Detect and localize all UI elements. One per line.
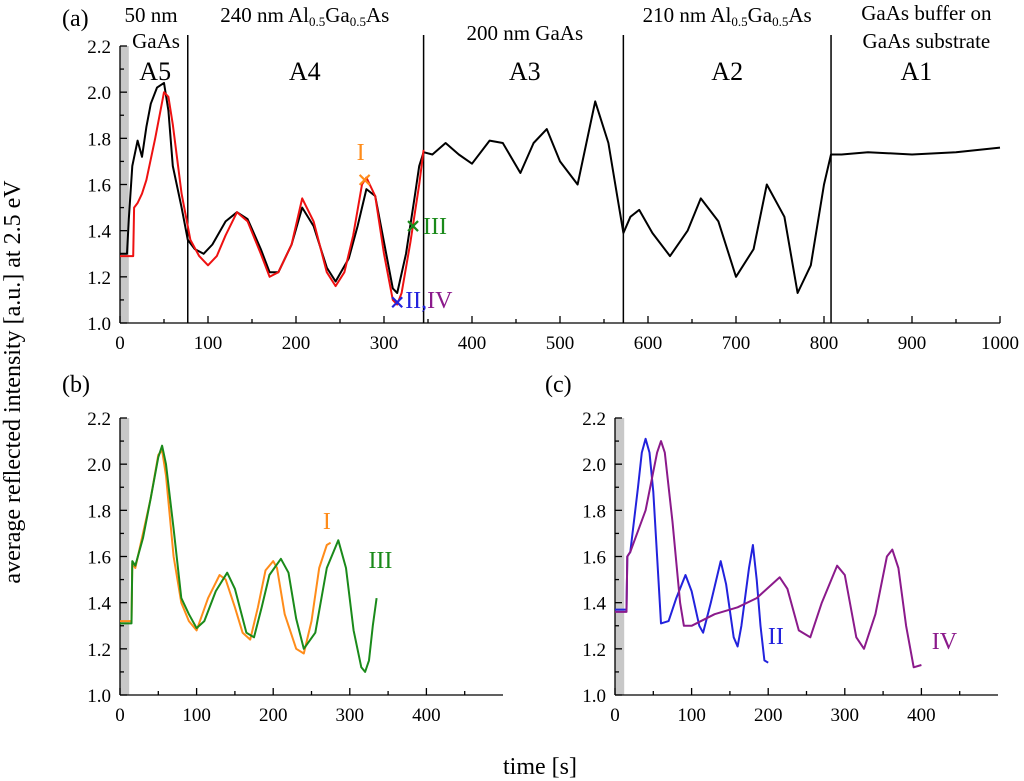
y-tick-label: 1.0: [87, 314, 111, 335]
x-axis-label: time [s]: [503, 754, 577, 780]
y-tick-label: 1.2: [87, 268, 111, 289]
marker-label-part: II: [405, 288, 421, 314]
y-tick-label: 1.8: [87, 501, 111, 522]
region-name: A2: [711, 57, 743, 86]
y-tick-label: 1.0: [87, 686, 111, 707]
x-tick-label: 800: [810, 333, 839, 354]
x-tick-label: 600: [634, 333, 663, 354]
formula-part: As: [366, 3, 389, 27]
marker-label: III: [423, 214, 447, 240]
region-layer: 50 nm: [124, 3, 177, 27]
x-tick-label: 0: [115, 705, 125, 726]
formula-part: 240 nm Al: [220, 3, 309, 27]
y-tick-label: 1.0: [582, 686, 606, 707]
subscript: 0.5: [772, 14, 788, 29]
y-tick-label: 2.2: [87, 37, 111, 58]
y-tick-label: 2.2: [87, 409, 111, 430]
x-tick-label: 100: [677, 705, 706, 726]
panel-label: (c): [545, 372, 572, 398]
subscript: 0.5: [309, 14, 325, 29]
y-tick-label: 1.2: [582, 640, 606, 661]
chart-panel-1: 0 100 200 300 4001.01.21.41.61.82.02.2(b)III…: [62, 372, 503, 726]
region-layer: GaAs buffer on: [861, 1, 992, 25]
y-axis-label: average reflected intensity [a.u.] at 2.…: [0, 180, 26, 584]
formula-part: 210 nm Al: [643, 3, 732, 27]
y-tick-label: 2.0: [87, 455, 111, 476]
y-tick-label: 1.6: [87, 176, 111, 197]
series-line: [615, 437, 769, 664]
chart-panel-0: 0 100 200 300 400 500 600 700 800 900 1000 1.0 1.2 1.…: [62, 1, 1019, 354]
x-tick-label: 200: [754, 705, 783, 726]
curve-label: I: [323, 509, 331, 535]
curve-label: II: [768, 624, 784, 650]
y-tick-label: 1.2: [87, 640, 111, 661]
x-tick-label: 300: [831, 705, 860, 726]
x-tick-label: 400: [907, 705, 936, 726]
region-name: A1: [901, 57, 933, 86]
formula-part: Ga: [748, 3, 773, 27]
x-tick-label: 500: [546, 333, 575, 354]
y-tick-label: 2.0: [582, 455, 606, 476]
x-tick-label: 100: [194, 333, 223, 354]
region-layer: 210 nm Al0.5Ga0.5As: [643, 3, 812, 29]
series-line: [120, 81, 1001, 294]
y-tick-label: 1.6: [582, 548, 606, 569]
region-name: A5: [139, 57, 171, 86]
series-line: [120, 449, 332, 655]
region-name: A4: [289, 57, 321, 86]
curve-label: III: [368, 548, 392, 574]
formula-part: Ga: [325, 3, 350, 27]
marker-label-part: IV: [427, 288, 453, 314]
x-tick-label: 300: [370, 333, 399, 354]
marker-cross: [358, 174, 371, 186]
marker-label: II,IV: [405, 288, 453, 314]
x-tick-label: 200: [259, 705, 288, 726]
region-layer: 200 nm GaAs: [466, 21, 583, 45]
curve-label: IV: [932, 629, 958, 655]
y-tick-label: 1.8: [87, 129, 111, 150]
series-line: [615, 440, 922, 669]
y-tick-label: 1.4: [87, 222, 111, 243]
x-tick-label: 0: [610, 705, 620, 726]
x-tick-label: 1000: [981, 333, 1019, 354]
formula-part: As: [788, 3, 811, 27]
subscript: 0.5: [731, 14, 747, 29]
x-tick-label: 200: [282, 333, 311, 354]
panel-label: (b): [62, 372, 90, 398]
subscript: 0.5: [350, 14, 366, 29]
x-tick-label: 0: [115, 333, 125, 354]
marker-cross: [407, 220, 419, 232]
series-line: [120, 444, 378, 673]
region-layer: GaAs substrate: [863, 29, 991, 53]
chart-panel-2: 0 100 200 300 400 1.0 1.2 1.4 1.6 1.8 2.0 2.2 (c) II I…: [545, 372, 998, 726]
region-layer: 240 nm Al0.5Ga0.5As: [220, 3, 389, 29]
marker-cross: [391, 296, 403, 309]
y-tick-label: 1.4: [87, 594, 111, 615]
x-tick-label: 400: [458, 333, 487, 354]
marker-label: I: [357, 140, 365, 166]
series-line: [120, 91, 425, 306]
y-tick-label: 1.4: [582, 594, 606, 615]
y-tick-label: 2.0: [87, 83, 111, 104]
y-tick-label: 1.6: [87, 548, 111, 569]
region-layer: GaAs: [132, 29, 180, 53]
y-tick-label: 1.8: [582, 501, 606, 522]
marker-label-part: ,: [421, 288, 427, 314]
x-tick-label: 900: [898, 333, 927, 354]
x-tick-label: 100: [182, 705, 211, 726]
y-tick-label: 2.2: [582, 409, 606, 430]
x-tick-label: 400: [412, 705, 441, 726]
panel-label: (a): [62, 6, 89, 32]
x-tick-label: 300: [336, 705, 365, 726]
x-tick-label: 700: [722, 333, 751, 354]
region-name: A3: [509, 57, 541, 86]
